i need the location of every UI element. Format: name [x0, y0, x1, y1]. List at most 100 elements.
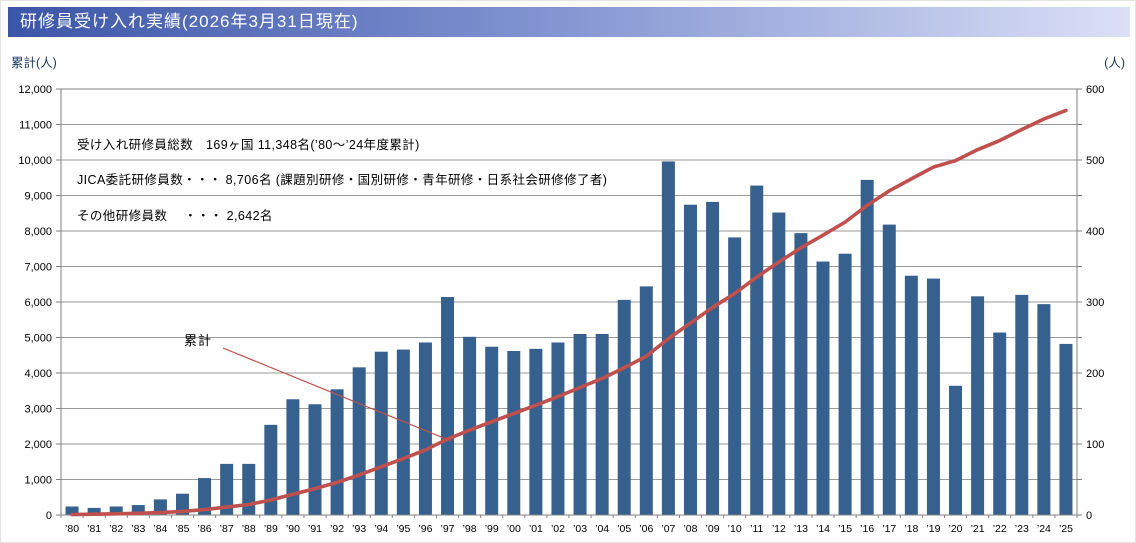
bar-88 — [242, 463, 256, 515]
bar-09 — [706, 201, 720, 515]
x-axis-label: ’85 — [175, 523, 189, 535]
left-axis-tick-label: 1,000 — [24, 475, 52, 487]
x-axis-label: ’01 — [529, 523, 543, 535]
bar-17 — [882, 224, 896, 516]
right-axis-title: (人) — [1104, 56, 1125, 70]
bar-86 — [198, 478, 212, 515]
right-axis-tick-label: 300 — [1086, 297, 1104, 309]
bar-10 — [728, 237, 742, 515]
x-axis-label: ’12 — [772, 523, 786, 535]
bar-12 — [772, 212, 786, 516]
x-axis-label: ’09 — [706, 523, 720, 535]
left-axis-tick-label: 4,000 — [24, 368, 52, 380]
bar-08 — [683, 204, 697, 516]
bar-20 — [949, 385, 963, 515]
cumulative-series-label: 累計 — [184, 333, 213, 348]
bar-04 — [595, 333, 609, 515]
bar-18 — [904, 275, 918, 515]
x-axis-label: ’16 — [860, 523, 874, 535]
x-axis-label: ’18 — [904, 523, 918, 535]
bar-89 — [264, 424, 278, 515]
cumulative-label-leader-line — [222, 347, 452, 442]
bar-16 — [860, 179, 874, 515]
x-axis-label: ’25 — [1059, 523, 1073, 535]
right-axis-tick-label: 600 — [1086, 84, 1104, 96]
left-axis-tick-label: 12,000 — [18, 84, 52, 96]
bar-24 — [1037, 304, 1051, 515]
x-axis-label: ’08 — [683, 523, 697, 535]
annotation-jica-trainees: JICA委託研修員数・・・ 8,706名 (課題別研修・国別研修・青年研修・日系… — [77, 173, 608, 187]
x-axis-label: ’83 — [131, 523, 145, 535]
plot-border — [60, 88, 1078, 516]
x-axis-label: ’89 — [264, 523, 278, 535]
bar-94 — [374, 351, 388, 515]
x-axis-label: ’11 — [750, 523, 763, 535]
left-axis-title: 累計(人) — [11, 56, 57, 70]
x-axis-label: ’97 — [441, 523, 455, 535]
left-axis-tick-label: 7,000 — [24, 262, 52, 274]
bar-22 — [993, 332, 1007, 515]
bar-00 — [507, 350, 521, 515]
bar-80 — [65, 506, 79, 515]
x-axis-label: ’94 — [374, 523, 388, 535]
left-axis-tick-label: 3,000 — [24, 404, 52, 416]
x-axis-label: ’80 — [65, 523, 79, 535]
bar-19 — [926, 278, 940, 515]
x-axis-label: ’19 — [926, 523, 940, 535]
bar-05 — [617, 299, 631, 515]
left-axis-tick-label: 5,000 — [24, 333, 52, 345]
left-axis-tick-label: 6,000 — [24, 297, 52, 309]
left-axis-tick-label: 8,000 — [24, 226, 52, 238]
bar-23 — [1015, 294, 1029, 515]
cumulative-line — [70, 108, 1068, 517]
bar-83 — [131, 505, 145, 515]
x-axis-label: ’02 — [551, 523, 565, 535]
bar-87 — [220, 463, 234, 515]
right-axis-tick-label: 500 — [1086, 155, 1104, 167]
bar-98 — [463, 336, 477, 515]
left-axis-tick-label: 10,000 — [18, 155, 52, 167]
x-axis-label: ’98 — [463, 523, 477, 535]
x-axis-label: ’07 — [661, 523, 675, 535]
bar-11 — [750, 185, 764, 515]
x-axis-label: ’86 — [198, 523, 212, 535]
x-axis-label: ’13 — [794, 523, 808, 535]
page-title: 研修員受け入れ実績(2026年3月31日現在) — [8, 7, 1130, 37]
x-axis-label: ’93 — [352, 523, 366, 535]
left-axis-tick-label: 9,000 — [24, 191, 52, 203]
x-axis-label: ’92 — [330, 523, 344, 535]
x-axis-label: ’15 — [838, 523, 852, 535]
x-axis-label: ’04 — [595, 523, 609, 535]
bar-96 — [418, 342, 432, 515]
bar-99 — [485, 346, 499, 515]
x-axis-label: ’05 — [617, 523, 631, 535]
left-axis-tick-label: 2,000 — [24, 439, 52, 451]
x-axis-label: ’06 — [639, 523, 653, 535]
x-axis-label: ’10 — [728, 523, 742, 535]
x-axis-label: ’84 — [153, 523, 167, 535]
x-axis-label: ’17 — [882, 523, 896, 535]
right-axis-tick-label: 0 — [1086, 510, 1092, 522]
right-axis-tick-label: 100 — [1086, 439, 1104, 451]
bar-21 — [971, 296, 985, 515]
x-axis-label: ’22 — [993, 523, 1007, 535]
x-axis-label: ’21 — [971, 523, 985, 535]
bar-91 — [308, 404, 322, 515]
bar-06 — [639, 286, 653, 515]
annotation-total-trainees: 受け入れ研修員総数 169ヶ国 11,348名(’80〜’24年度累計) — [77, 138, 420, 152]
x-axis-label: ’82 — [109, 523, 123, 535]
right-axis-tick-label: 200 — [1086, 368, 1104, 380]
x-axis-label: ’96 — [418, 523, 432, 535]
bar-15 — [838, 253, 852, 515]
bar-90 — [286, 399, 300, 515]
bar-81 — [87, 507, 101, 515]
left-axis-tick-label: 11,000 — [19, 120, 52, 132]
x-axis-label: ’99 — [485, 523, 499, 535]
bar-01 — [529, 348, 543, 515]
x-axis-label: ’95 — [396, 523, 410, 535]
bar-14 — [816, 261, 830, 515]
x-axis-label: ’24 — [1037, 523, 1051, 535]
x-axis-label: ’00 — [507, 523, 521, 535]
